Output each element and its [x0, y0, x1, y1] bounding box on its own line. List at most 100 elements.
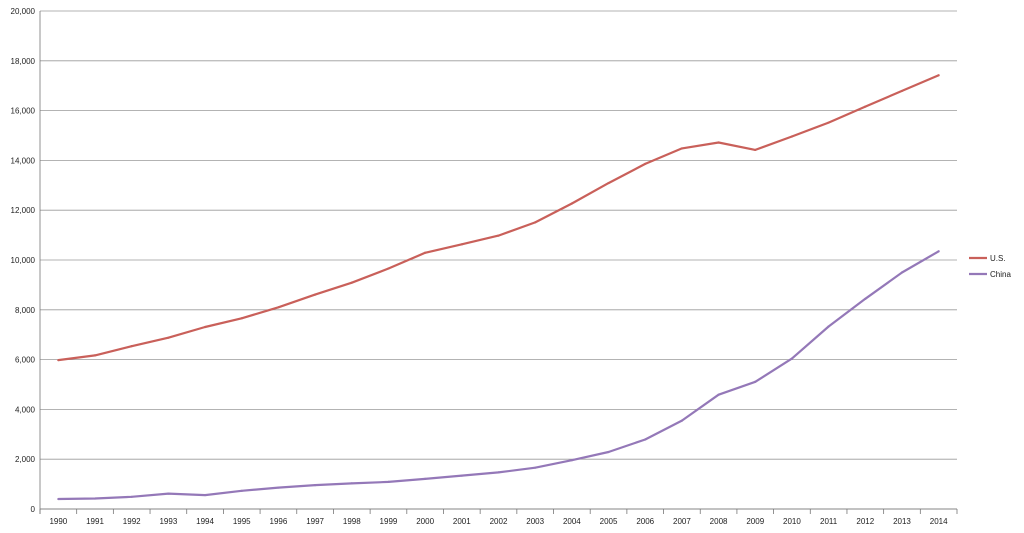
x-tick-label: 2012: [856, 517, 874, 526]
x-tick-label: 1993: [159, 517, 177, 526]
x-tick-label: 1991: [86, 517, 104, 526]
x-tick-label: 2002: [490, 517, 508, 526]
data-point: [754, 148, 757, 152]
data-point: [57, 358, 60, 362]
legend-label: China: [990, 270, 1011, 279]
x-tick-label: 1992: [123, 517, 141, 526]
legend-item: U.S.: [969, 254, 1006, 263]
data-point: [93, 497, 97, 500]
x-tick-label: 2004: [563, 517, 581, 526]
data-point: [864, 297, 867, 300]
data-point: [240, 489, 243, 492]
data-point: [900, 271, 904, 274]
data-point: [203, 325, 207, 329]
x-tick-label: 2008: [710, 517, 728, 526]
x-tick-label: 2014: [930, 517, 948, 526]
x-tick-label: 2010: [783, 517, 801, 526]
series-line: [58, 250, 940, 501]
legend-label: U.S.: [990, 254, 1006, 263]
x-tick-label: 1996: [270, 517, 288, 526]
data-point: [754, 380, 757, 383]
data-point: [790, 135, 794, 138]
data-point: [534, 466, 537, 469]
data-point: [350, 482, 353, 485]
data-point: [167, 492, 170, 495]
x-tick-label: 2000: [416, 517, 434, 526]
data-point: [130, 495, 133, 498]
data-point: [717, 141, 720, 144]
data-point: [93, 354, 97, 357]
x-tick-label: 2011: [820, 517, 838, 526]
x-tick-label: 1997: [306, 517, 324, 526]
data-point: [314, 293, 317, 296]
data-point: [534, 221, 537, 224]
y-tick-label: 8,000: [15, 306, 36, 315]
y-tick-label: 14,000: [11, 156, 36, 165]
y-axis-tick-labels: 0 2,000 4,000 6,000 8,000 10,000 12,000 14,000 1…: [11, 7, 36, 514]
data-point: [607, 181, 610, 185]
data-point: [937, 250, 940, 253]
y-tick-label: 18,000: [11, 57, 36, 66]
x-tick-label: 2001: [453, 517, 471, 526]
x-axis: 1990 1991 1992 1993 1994 1995 1996 1997 1998 1999…: [39, 11, 958, 526]
data-point: [57, 497, 60, 501]
x-tick-label: 1994: [196, 517, 214, 526]
x-tick-label: 2007: [673, 517, 691, 526]
data-point: [937, 74, 940, 77]
data-point: [460, 243, 463, 246]
y-tick-label: 12,000: [11, 206, 36, 215]
x-tick-label: 2013: [893, 517, 911, 526]
legend-item: China: [969, 270, 1011, 279]
data-point: [387, 480, 390, 483]
data-point: [203, 493, 207, 497]
x-tick-label: 2003: [526, 517, 544, 526]
data-point: [277, 306, 280, 309]
data-point: [570, 459, 573, 462]
x-tick-label: 2009: [746, 517, 764, 526]
data-point: [570, 202, 573, 205]
y-tick-label: 4,000: [15, 405, 36, 414]
data-point: [717, 393, 720, 396]
y-tick-label: 20,000: [11, 7, 36, 16]
x-tick-label: 1990: [49, 517, 67, 526]
series-lines: [57, 74, 940, 501]
data-point: [424, 477, 427, 480]
data-point: [497, 234, 500, 237]
series-us: [57, 74, 940, 362]
data-point: [827, 325, 830, 328]
data-point: [314, 483, 317, 487]
data-point: [644, 162, 647, 165]
x-tick-label: 1999: [380, 517, 398, 526]
x-tick-label: 1998: [343, 517, 361, 526]
x-tick-label: 2005: [600, 517, 618, 526]
gridlines: [40, 10, 957, 510]
x-tick-label: 2006: [636, 517, 654, 526]
data-point: [900, 89, 904, 93]
data-point: [240, 317, 243, 320]
y-tick-label: 2,000: [15, 455, 36, 464]
data-point: [607, 450, 610, 454]
data-point: [497, 471, 500, 474]
data-point: [130, 345, 133, 348]
data-point: [350, 281, 353, 284]
series-china: [57, 250, 940, 501]
y-tick-label: 6,000: [15, 356, 36, 365]
data-point: [644, 438, 647, 441]
data-point: [790, 357, 794, 360]
data-point: [680, 147, 684, 150]
data-point: [387, 267, 390, 270]
series-line: [58, 74, 940, 362]
y-tick-label: 10,000: [11, 256, 36, 265]
x-tick-label: 1995: [233, 517, 251, 526]
legend: U.S. China: [969, 254, 1011, 279]
data-point: [167, 336, 170, 339]
data-point: [864, 105, 867, 108]
data-point: [277, 486, 280, 489]
data-point: [424, 251, 427, 254]
data-point: [680, 419, 684, 422]
data-point: [460, 474, 463, 477]
y-tick-label: 0: [31, 505, 36, 514]
data-point: [827, 121, 830, 124]
y-tick-label: 16,000: [11, 107, 36, 116]
